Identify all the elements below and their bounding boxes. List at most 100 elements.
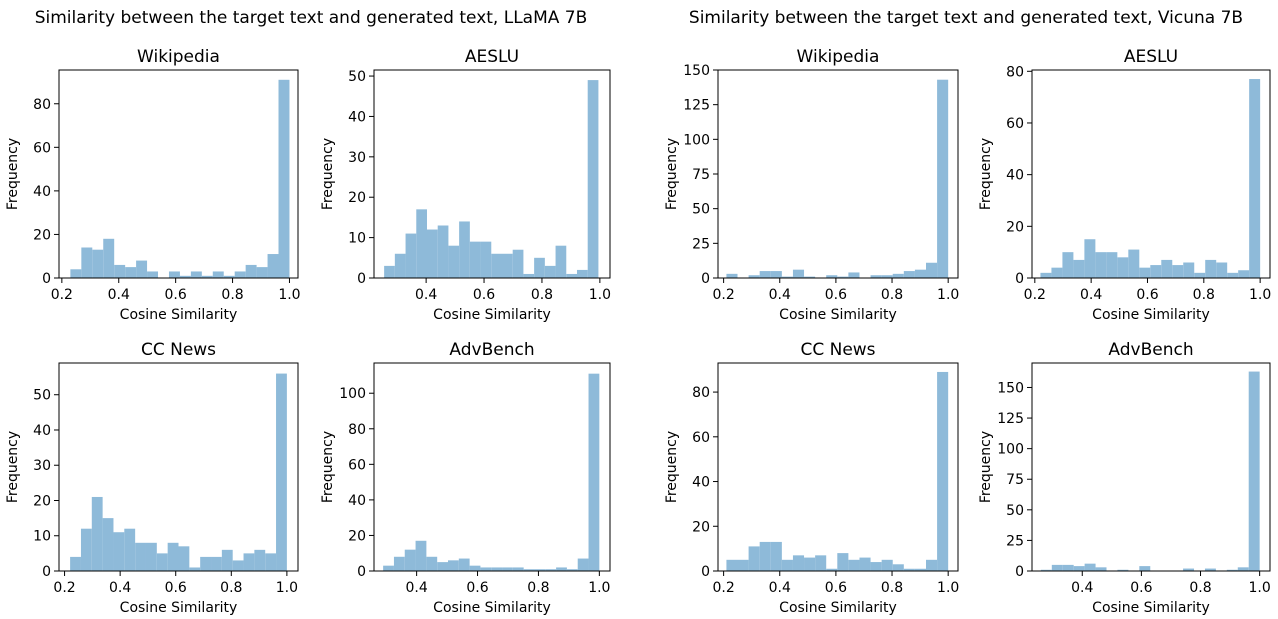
histogram-bar xyxy=(125,267,137,278)
histogram-bar xyxy=(512,567,524,571)
y-tick-label: 0 xyxy=(1015,271,1024,287)
y-tick-label: 100 xyxy=(683,132,710,148)
y-tick-label: 80 xyxy=(1006,64,1024,80)
y-tick-label: 0 xyxy=(701,271,710,287)
x-axis-label: Cosine Similarity xyxy=(779,307,897,323)
histogram-bar xyxy=(383,565,394,571)
y-axis-label: Frequency xyxy=(320,138,336,210)
x-tick-label: 0.2 xyxy=(51,287,73,303)
histogram-bar xyxy=(1226,569,1238,571)
histogram-bar xyxy=(512,249,524,278)
histogram-bar xyxy=(534,257,545,278)
x-tick-label: 0.4 xyxy=(1080,287,1102,303)
histogram-bar xyxy=(114,264,126,278)
x-axis-label: Cosine Similarity xyxy=(120,600,238,616)
histogram-bar xyxy=(892,564,904,571)
chart-panel: 0.2 0.4 0.6 0.8 1.0 0 20 40 60 80 Wikipedia Cosine … xyxy=(5,47,301,323)
histogram-bar xyxy=(404,549,416,571)
x-tick-label: 1.0 xyxy=(937,287,959,303)
histogram-bar xyxy=(759,541,771,571)
histogram-bar xyxy=(1161,259,1173,278)
y-tick-label: 40 xyxy=(1006,168,1024,184)
histogram-bar xyxy=(903,271,915,278)
x-axis-label: Cosine Similarity xyxy=(433,600,551,616)
chart-panel: 0.4 0.6 0.8 1.0 0 25 50 75 100 125 150 AdvBench Cosi… xyxy=(978,340,1271,616)
histogram-bar xyxy=(523,569,535,571)
histogram-bar xyxy=(815,555,827,571)
histogram-bar xyxy=(848,559,860,571)
y-tick-label: 0 xyxy=(357,271,366,287)
histogram-bar xyxy=(426,229,438,278)
histogram-bar xyxy=(501,253,513,278)
x-axis-label: Cosine Similarity xyxy=(1092,600,1210,616)
y-axis-label: Frequency xyxy=(664,138,680,210)
histogram-bar xyxy=(588,373,600,571)
histogram-bar xyxy=(926,559,938,571)
y-tick-label: 80 xyxy=(692,385,710,401)
histogram-panels: 0.2 0.4 0.6 0.8 1.0 0 20 40 60 80 Wikipedia Cosine … xyxy=(5,47,1271,616)
y-tick-label: 40 xyxy=(33,184,51,200)
y-tick-label: 40 xyxy=(348,109,366,125)
histogram-bar xyxy=(189,567,201,571)
histogram-bar xyxy=(81,247,93,278)
panel-title: CC News xyxy=(800,340,875,360)
x-tick-label: 0.6 xyxy=(1130,580,1152,596)
histogram-bar xyxy=(437,562,448,571)
x-tick-label: 1.0 xyxy=(1249,287,1271,303)
x-tick-label: 1.0 xyxy=(278,287,300,303)
histogram-bar xyxy=(1150,265,1162,278)
histogram-bar xyxy=(223,275,235,278)
histogram-bar xyxy=(267,254,279,278)
histogram-bar xyxy=(469,565,481,571)
histogram-bar xyxy=(781,276,793,278)
histogram-bar xyxy=(1095,567,1107,571)
histogram-bar xyxy=(1040,569,1052,571)
histogram-bar xyxy=(544,265,556,278)
histogram-bar xyxy=(848,272,860,278)
histogram-bar xyxy=(892,273,904,278)
histogram-bar xyxy=(881,559,893,571)
histogram-bar xyxy=(792,555,805,571)
histogram-bar xyxy=(1237,567,1249,571)
histogram-bar xyxy=(502,567,513,571)
histogram-bar xyxy=(881,275,893,278)
histogram-bar xyxy=(491,253,502,278)
y-tick-label: 100 xyxy=(997,442,1024,458)
histogram-bar xyxy=(136,260,148,278)
histogram-bar xyxy=(1073,566,1085,571)
chart-panel: 0.2 0.4 0.6 0.8 1.0 0 10 20 30 40 50 CC News Cosine … xyxy=(5,340,299,616)
panel-title: Wikipedia xyxy=(137,47,220,67)
y-tick-label: 100 xyxy=(339,386,366,402)
chart-panel: 0.2 0.4 0.6 0.8 1.0 0 25 50 75 100 125 150 Wikipedia… xyxy=(664,47,959,323)
histogram-bar xyxy=(92,249,104,278)
histogram-bar xyxy=(1204,568,1216,571)
histogram-bar xyxy=(1216,262,1228,278)
histogram-bar xyxy=(781,559,793,571)
histogram-bar xyxy=(1194,272,1206,278)
panel-title: AESLU xyxy=(465,47,519,67)
histogram-bar xyxy=(1172,265,1184,278)
x-tick-label: 0.4 xyxy=(109,580,131,596)
y-tick-label: 20 xyxy=(1006,219,1024,235)
x-tick-label: 0.6 xyxy=(165,580,187,596)
histogram-bar xyxy=(459,221,470,278)
y-tick-label: 80 xyxy=(348,422,366,438)
chart-panel: 0.2 0.4 0.6 0.8 1.0 0 20 40 60 80 CC News Cosine Si… xyxy=(664,340,959,616)
x-tick-label: 0.6 xyxy=(466,580,488,596)
histogram-bar xyxy=(1139,267,1151,278)
histogram-bar xyxy=(726,559,738,571)
histogram-bar xyxy=(1084,563,1096,571)
y-tick-label: 150 xyxy=(997,380,1024,396)
histogram-bar xyxy=(447,560,459,571)
y-tick-label: 0 xyxy=(42,564,51,580)
y-tick-label: 40 xyxy=(33,423,51,439)
histogram-bar xyxy=(232,560,244,571)
x-tick-label: 0.6 xyxy=(473,287,495,303)
x-tick-label: 0.2 xyxy=(712,580,734,596)
histogram-bar xyxy=(759,271,771,278)
panel-title: AdvBench xyxy=(1108,340,1193,360)
histogram-bar xyxy=(1183,262,1195,278)
x-tick-label: 0.8 xyxy=(1193,287,1215,303)
histogram-bar xyxy=(726,273,738,278)
histogram-bar xyxy=(480,241,492,278)
